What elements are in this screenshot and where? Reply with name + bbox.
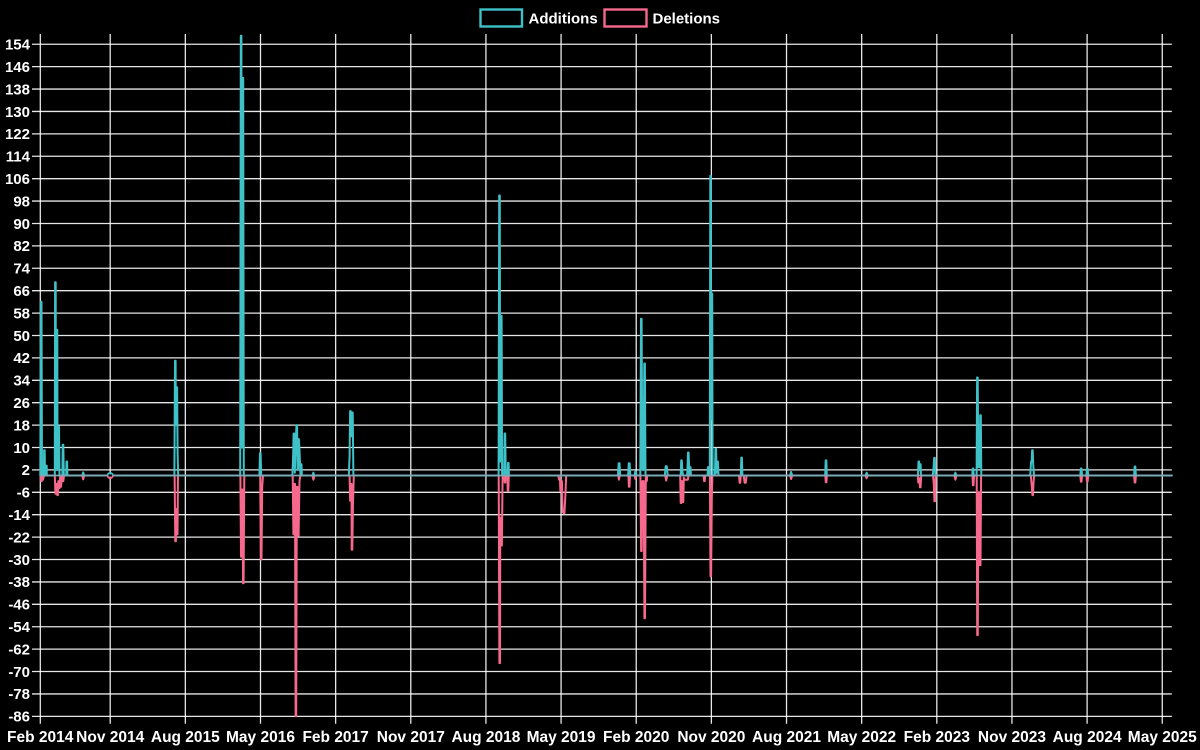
svg-text:Additions: Additions bbox=[529, 11, 598, 28]
svg-text:-70: -70 bbox=[8, 664, 30, 681]
svg-text:Nov 2020: Nov 2020 bbox=[677, 729, 745, 746]
svg-text:2: 2 bbox=[22, 462, 30, 479]
svg-text:May 2025: May 2025 bbox=[1128, 729, 1197, 746]
svg-text:42: 42 bbox=[13, 350, 30, 367]
svg-text:-78: -78 bbox=[8, 686, 30, 703]
svg-text:122: 122 bbox=[5, 126, 30, 143]
svg-text:90: 90 bbox=[13, 216, 30, 233]
svg-text:May 2016: May 2016 bbox=[226, 729, 295, 746]
svg-text:74: 74 bbox=[13, 261, 30, 278]
svg-text:-14: -14 bbox=[8, 507, 30, 524]
svg-text:Aug 2018: Aug 2018 bbox=[451, 729, 520, 746]
svg-text:-54: -54 bbox=[8, 619, 30, 636]
svg-text:146: 146 bbox=[5, 59, 30, 76]
svg-text:-38: -38 bbox=[8, 574, 30, 591]
svg-text:58: 58 bbox=[13, 305, 30, 322]
svg-text:82: 82 bbox=[13, 238, 30, 255]
svg-text:Feb 2017: Feb 2017 bbox=[302, 729, 368, 746]
svg-text:Aug 2024: Aug 2024 bbox=[1053, 729, 1122, 746]
svg-text:34: 34 bbox=[13, 373, 30, 390]
svg-text:-30: -30 bbox=[8, 552, 30, 569]
svg-text:98: 98 bbox=[13, 193, 30, 210]
svg-text:-22: -22 bbox=[8, 529, 30, 546]
svg-text:106: 106 bbox=[5, 171, 30, 188]
svg-text:Feb 2020: Feb 2020 bbox=[603, 729, 669, 746]
svg-text:130: 130 bbox=[5, 104, 30, 121]
svg-text:114: 114 bbox=[6, 149, 31, 166]
svg-text:May 2019: May 2019 bbox=[527, 729, 596, 746]
svg-text:Nov 2014: Nov 2014 bbox=[76, 729, 144, 746]
svg-text:154: 154 bbox=[5, 37, 31, 54]
svg-text:May 2022: May 2022 bbox=[827, 729, 896, 746]
svg-text:Aug 2021: Aug 2021 bbox=[752, 729, 821, 746]
svg-text:-6: -6 bbox=[17, 485, 30, 502]
svg-text:138: 138 bbox=[5, 81, 30, 98]
svg-text:Nov 2017: Nov 2017 bbox=[377, 729, 445, 746]
svg-text:-86: -86 bbox=[8, 709, 30, 726]
svg-text:Feb 2014: Feb 2014 bbox=[7, 729, 74, 746]
svg-text:-62: -62 bbox=[8, 641, 30, 658]
svg-text:Nov 2023: Nov 2023 bbox=[978, 729, 1046, 746]
svg-text:10: 10 bbox=[13, 440, 30, 457]
svg-text:-46: -46 bbox=[8, 597, 30, 614]
svg-text:50: 50 bbox=[13, 328, 30, 345]
svg-text:26: 26 bbox=[13, 395, 30, 412]
svg-text:Deletions: Deletions bbox=[653, 11, 721, 28]
svg-text:66: 66 bbox=[13, 283, 30, 300]
svg-text:Feb 2023: Feb 2023 bbox=[904, 729, 971, 746]
svg-text:Aug 2015: Aug 2015 bbox=[151, 729, 220, 746]
svg-text:18: 18 bbox=[13, 417, 30, 434]
